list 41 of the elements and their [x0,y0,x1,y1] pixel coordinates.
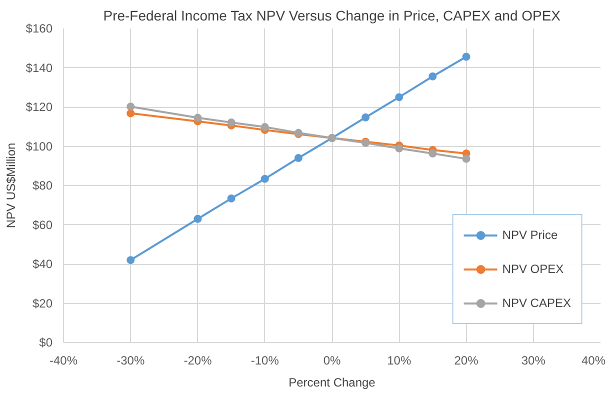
x-tick-label: 0% [323,354,341,368]
y-tick-label: $80 [32,178,53,192]
x-tick-label: -20% [184,354,212,368]
point [260,123,269,132]
y-tick-label: $120 [26,100,53,114]
x-tick-label: -10% [250,354,280,368]
y-tick-label: $40 [32,257,53,271]
point [126,102,135,111]
x-tick-label: 20% [454,354,479,368]
y-tick-label: $0 [39,336,53,350]
y-tick-label: $20 [32,296,53,310]
x-tick-label: 30% [521,354,546,368]
y-tick-label: $160 [26,22,53,36]
point [126,256,135,264]
point [260,174,269,183]
point [194,214,202,223]
point [227,118,236,126]
legend-label: NPV Price [502,228,558,242]
y-axis-title: NPV US$Million [4,142,18,228]
y-tick-label: $60 [32,218,53,232]
point [395,93,404,102]
chart-title: Pre-Federal Income Tax NPV Versus Change in Price, CAPEX and OPEX [103,8,562,24]
point [428,150,437,158]
x-tick-label: -40% [49,354,78,368]
point [294,154,302,162]
point [362,113,370,122]
point [395,144,404,152]
x-tick-label: 40% [581,354,606,368]
y-tick-label: $100 [26,139,53,154]
point [462,154,470,163]
legend-label: NPV CAPEX [502,296,571,310]
x-tick-label: 10% [387,354,412,368]
y-tick-label: $140 [26,60,53,75]
x-axis-title: Percent Change [288,376,376,390]
point [462,52,470,61]
x-tick-label: -30% [116,354,145,368]
point [428,72,437,80]
point [194,114,202,122]
point [126,109,135,118]
legend-label: NPV OPEX [502,262,564,276]
point [227,194,236,202]
